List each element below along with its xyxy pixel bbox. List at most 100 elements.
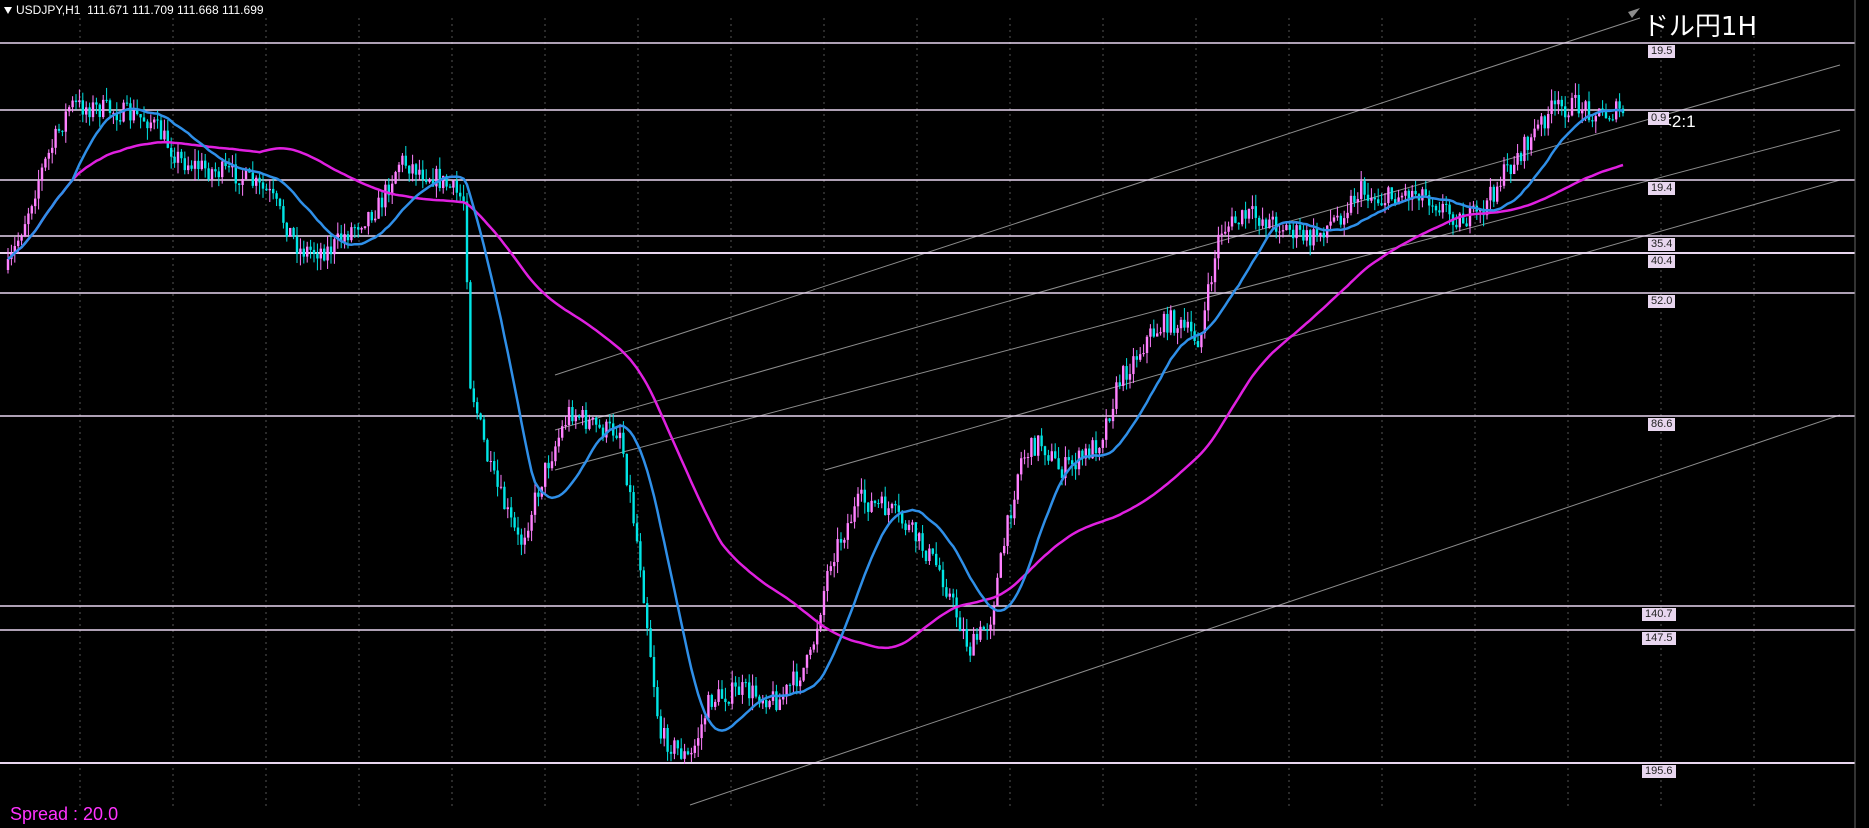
candle-body (598, 424, 601, 428)
candle-body (1329, 221, 1332, 226)
candle-body (309, 246, 312, 250)
candle-body (289, 227, 292, 237)
candle-body (1047, 455, 1050, 461)
candle-body (459, 192, 462, 197)
candle-body (938, 565, 941, 570)
candle-body (758, 696, 761, 704)
candle-body (1139, 354, 1142, 360)
candle-body (1587, 101, 1591, 121)
candle-body (635, 523, 639, 542)
candle-body (856, 493, 860, 507)
candle-body (1356, 199, 1359, 203)
candle-body (153, 119, 156, 123)
candle-body (200, 160, 203, 170)
candle-body (244, 168, 248, 179)
candle-body (95, 102, 98, 105)
candle-body (170, 147, 173, 157)
candle-body (935, 553, 938, 566)
candle-body (1288, 224, 1291, 230)
candle-body (1509, 164, 1512, 175)
candle-body (105, 99, 108, 101)
candle-body (265, 188, 268, 191)
candle-body (1043, 446, 1047, 456)
candle-body (88, 107, 91, 118)
candle-body (1023, 457, 1026, 459)
candle-body (1373, 197, 1376, 200)
candle-body (78, 100, 81, 103)
candle-body (1060, 469, 1064, 478)
candle-body (639, 541, 642, 571)
horizontal-levels (0, 42, 1855, 764)
candle-body (1101, 439, 1104, 448)
candle-body (1560, 99, 1563, 107)
candle-body (479, 413, 482, 420)
candle-body (537, 492, 540, 497)
chart-header: USDJPY,H1 111.671 111.709 111.668 111.69… (4, 3, 264, 17)
candle-body (149, 122, 152, 129)
candle-body (1268, 219, 1271, 229)
candle-body (870, 500, 873, 512)
level-tag: 0.9 (1648, 112, 1670, 125)
candle-body (873, 500, 877, 504)
candle-body (425, 179, 428, 183)
ma-fast-line (7, 107, 1624, 732)
candle-body (1166, 313, 1169, 333)
chart-grid (79, 18, 1755, 810)
candle-body (992, 606, 996, 625)
candle-body (1261, 219, 1264, 226)
candle-body (799, 680, 802, 687)
candle-body (411, 164, 414, 174)
candle-body (901, 511, 904, 524)
candle-body (353, 227, 356, 229)
candle-body (74, 100, 78, 103)
candle-body (1278, 231, 1281, 233)
dropdown-triangle-icon[interactable] (4, 7, 12, 14)
candle-body (595, 417, 598, 425)
candle-body (714, 701, 717, 707)
candle-body (887, 508, 890, 516)
candle-body (516, 527, 520, 535)
candle-body (1390, 187, 1393, 200)
candle-body (1125, 366, 1128, 380)
candle-body (1081, 450, 1084, 459)
candle-body (1319, 232, 1322, 237)
candle-body (642, 570, 645, 604)
candle-body (1302, 229, 1305, 241)
candle-body (1485, 200, 1489, 216)
candle-body (1026, 456, 1030, 458)
candle-body (1115, 382, 1118, 409)
candle-body (1210, 282, 1213, 285)
candle-body (629, 485, 632, 493)
candle-body (761, 700, 764, 704)
channel-line (824, 179, 1841, 471)
candle-body (1547, 114, 1550, 129)
candle-body (428, 179, 431, 183)
candle-body (1550, 100, 1553, 115)
candle-body (928, 548, 931, 562)
candle-body (734, 682, 737, 687)
candle-body (129, 103, 132, 121)
candle-body (1094, 440, 1098, 454)
candle-body (1458, 213, 1461, 228)
candle-body (802, 667, 805, 681)
candle-body (397, 164, 401, 173)
candle-body (778, 699, 781, 711)
candle-body (319, 248, 322, 259)
candle-body (1118, 382, 1121, 386)
chart-title: ドル円1H (1642, 12, 1757, 42)
candle-body (578, 416, 581, 418)
candle-body (1227, 226, 1230, 232)
candle-body (717, 689, 720, 702)
candle-body (1009, 515, 1013, 519)
candle-body (1152, 328, 1155, 337)
candle-body (744, 682, 747, 684)
candle-body (1122, 366, 1125, 386)
candle-body (1343, 218, 1346, 225)
candle-body (227, 166, 231, 168)
candle-body (1567, 115, 1570, 118)
candle-body (1621, 108, 1625, 114)
candle-body (1604, 112, 1608, 119)
candle-body (1176, 328, 1179, 333)
candle-body (1145, 336, 1149, 354)
candle-body (255, 177, 258, 186)
